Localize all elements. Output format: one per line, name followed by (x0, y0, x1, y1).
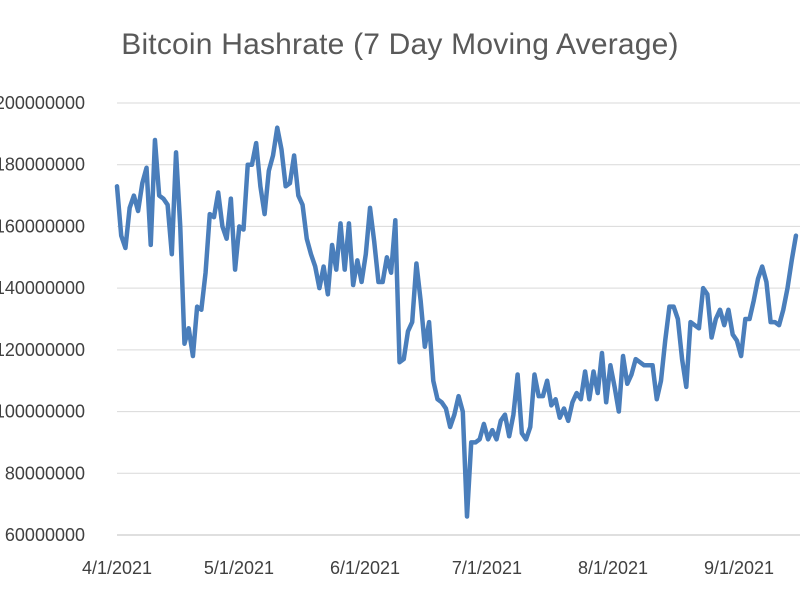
y-tick-label: 200000000 (0, 93, 85, 113)
y-tick-label: 140000000 (0, 278, 85, 298)
x-tick-label: 7/1/2021 (452, 558, 522, 578)
hashrate-series-line (114, 125, 799, 519)
x-tick-label: 4/1/2021 (82, 558, 152, 578)
y-tick-label: 180000000 (0, 155, 85, 175)
y-tick-label: 160000000 (0, 216, 85, 236)
y-tick-label: 120000000 (0, 340, 85, 360)
x-tick-label: 6/1/2021 (330, 558, 400, 578)
y-axis-tick-labels: 60000000 80000000 100000000 120000000 140000… (0, 93, 85, 545)
y-tick-label: 100000000 (0, 402, 85, 422)
x-tick-label: 5/1/2021 (204, 558, 274, 578)
x-axis-tick-labels: 4/1/2021 5/1/2021 6/1/2021 7/1/2021 8/1/2021… (82, 558, 774, 578)
grid-lines (117, 102, 800, 536)
series-lines (114, 125, 799, 519)
x-tick-label: 8/1/2021 (578, 558, 648, 578)
x-tick-label: 9/1/2021 (704, 558, 774, 578)
chart-title: Bitcoin Hashrate (7 Day Moving Average) (121, 28, 679, 61)
y-tick-label: 80000000 (5, 463, 85, 483)
y-tick-label: 60000000 (5, 525, 85, 545)
